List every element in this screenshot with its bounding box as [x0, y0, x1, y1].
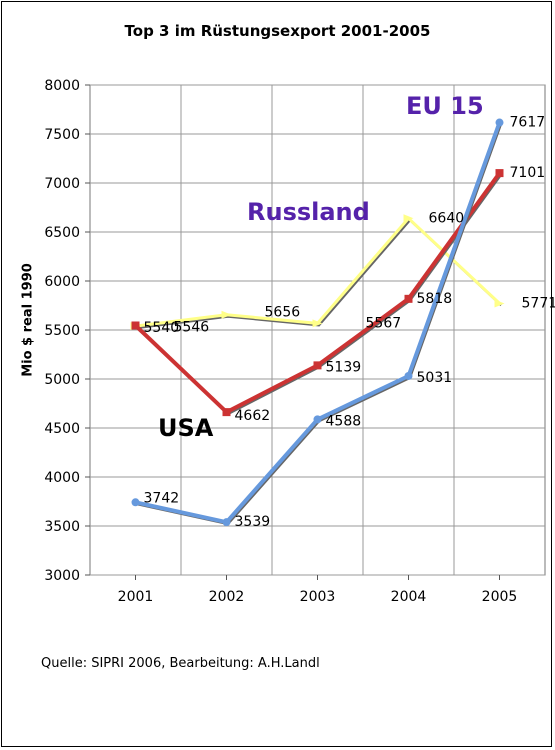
x-tick-label: 2003	[300, 589, 336, 605]
data-label: 7101	[510, 165, 546, 181]
data-label: 5656	[265, 305, 301, 321]
data-point	[494, 299, 505, 308]
series-label-eu: EU 15	[406, 92, 484, 120]
data-label: 5818	[417, 291, 453, 307]
data-point	[495, 118, 504, 127]
data-label: 4662	[235, 408, 271, 424]
y-tick-label: 5000	[44, 372, 80, 388]
data-point	[313, 415, 322, 424]
data-point	[495, 169, 504, 178]
series-label-usa: USA	[158, 414, 214, 442]
y-tick-label: 3500	[44, 519, 80, 535]
data-label: 5031	[417, 370, 453, 386]
x-tick-label: 2004	[391, 589, 427, 605]
x-tick-label: 2005	[482, 589, 518, 605]
y-tick-label: 8000	[44, 78, 80, 94]
data-label: 3742	[144, 490, 180, 506]
data-label: 7617	[510, 115, 546, 131]
data-label: 5771	[522, 295, 555, 311]
y-tick-label: 4500	[44, 421, 80, 437]
data-label: 5540	[144, 320, 180, 336]
y-tick-label: 7500	[44, 127, 80, 143]
data-point	[312, 319, 323, 328]
y-tick-label: 4000	[44, 470, 80, 486]
data-label: 4588	[326, 413, 362, 429]
y-tick-label: 6000	[44, 274, 80, 290]
data-point	[222, 408, 231, 417]
data-label: 5567	[366, 315, 402, 331]
y-tick-label: 3000	[44, 568, 80, 584]
y-tick-label: 7000	[44, 176, 80, 192]
data-point	[403, 214, 414, 223]
data-label: 3539	[235, 514, 271, 530]
data-label: 6640	[429, 210, 465, 226]
data-label: 5546	[174, 319, 210, 335]
x-tick-label: 2001	[118, 589, 154, 605]
series-label-russland: Russland	[247, 198, 370, 226]
data-point	[404, 294, 413, 303]
y-tick-label: 5500	[44, 323, 80, 339]
x-tick-label: 2002	[209, 589, 245, 605]
y-tick-label: 6500	[44, 225, 80, 241]
data-point	[222, 518, 231, 527]
data-point	[131, 498, 140, 507]
source-note: Quelle: SIPRI 2006, Bearbeitung: A.H.Lan…	[41, 656, 320, 671]
data-point	[131, 321, 140, 330]
data-point	[221, 310, 232, 319]
chart-title: Top 3 im Rüstungsexport 2001-2005	[124, 22, 431, 40]
data-point	[404, 371, 413, 380]
data-point	[313, 361, 322, 370]
data-label: 5139	[326, 359, 362, 375]
